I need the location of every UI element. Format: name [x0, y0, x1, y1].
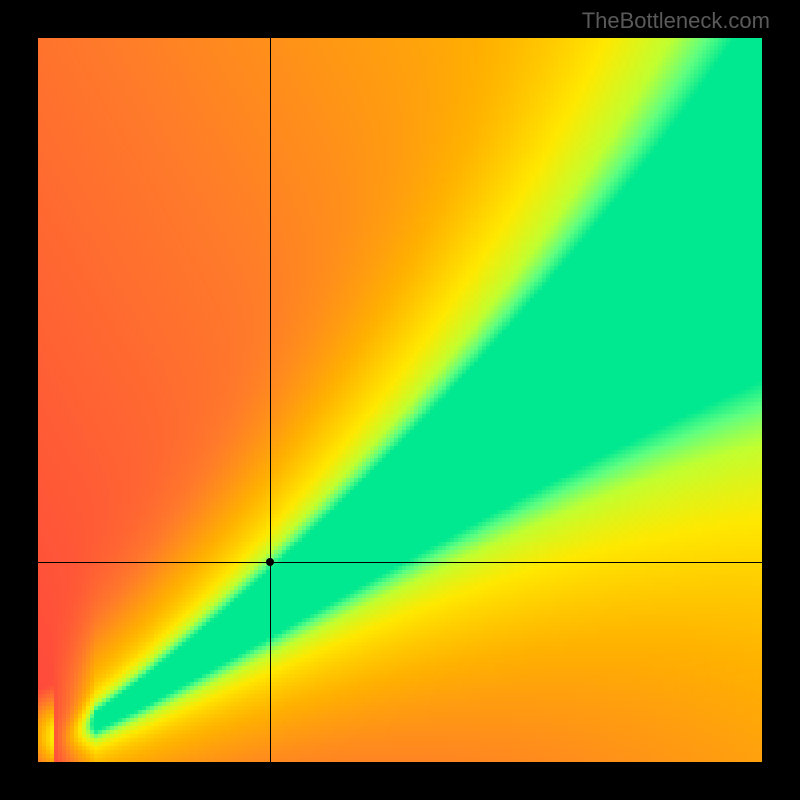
heatmap-canvas — [38, 38, 762, 762]
crosshair-horizontal — [38, 562, 762, 563]
heatmap-chart — [38, 38, 762, 762]
crosshair-marker — [266, 558, 274, 566]
crosshair-vertical — [270, 38, 271, 762]
watermark-text: TheBottleneck.com — [582, 8, 770, 34]
